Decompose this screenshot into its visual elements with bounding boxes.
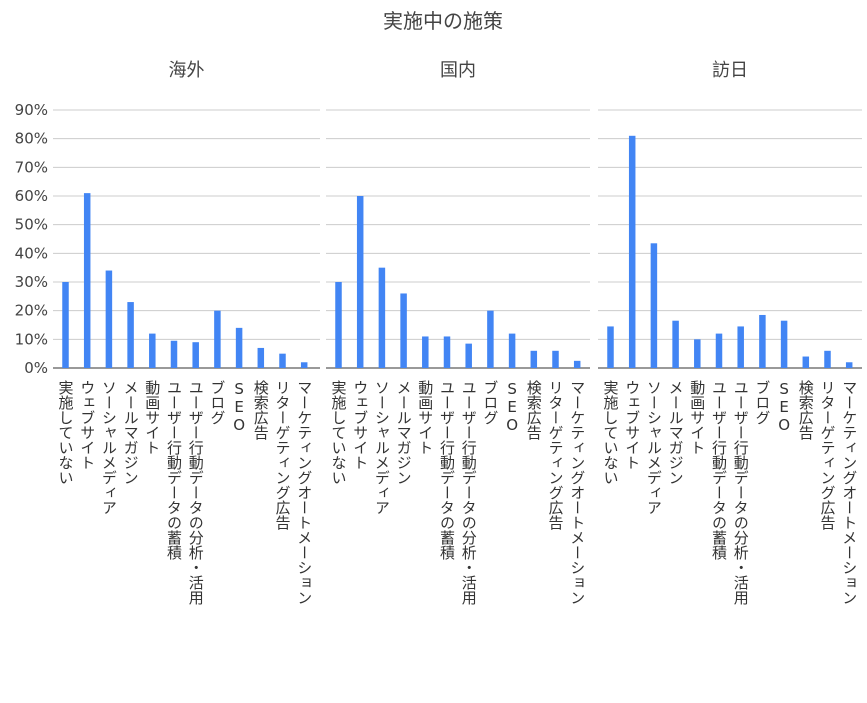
bar (214, 310, 221, 368)
bar (694, 339, 701, 368)
bar (759, 314, 766, 368)
bar (715, 333, 723, 368)
category-label: メールマガジン (667, 380, 685, 485)
category-label: ウェブサイト (623, 380, 641, 470)
bar (845, 362, 853, 368)
bar (824, 350, 831, 368)
category-label: 検索広告 (525, 380, 543, 440)
y-tick-label: 40% (15, 244, 48, 262)
category-label: SEO (230, 380, 248, 434)
chart-title: 実施中の施策 (383, 9, 503, 33)
bar (279, 353, 286, 368)
category-label: ウェブサイト (78, 380, 96, 470)
y-tick-label: 80% (15, 130, 48, 148)
category-label: ソーシャルメディア (645, 380, 663, 515)
category-label: リターゲティング広告 (819, 380, 837, 530)
category-label: SEO (775, 380, 793, 434)
bar (487, 310, 494, 368)
bar (400, 293, 407, 368)
category-label: 動画サイト (688, 380, 706, 455)
bar (422, 336, 429, 368)
category-label: メールマガジン (122, 380, 140, 485)
y-tick-label: 10% (15, 330, 48, 348)
category-label: ユーザー行動データの蓄積 (710, 380, 728, 560)
bar (127, 302, 134, 368)
panel-title: 海外 (169, 60, 205, 81)
bar (62, 282, 69, 368)
bar (105, 270, 113, 368)
bar (192, 342, 199, 368)
panel-title: 国内 (440, 60, 476, 81)
category-label: ユーザー行動データの分析・活用 (187, 380, 205, 606)
category-label: メールマガジン (395, 380, 413, 485)
y-axis: 0% 10% 20% 30% 40% 50% 60% 70% 80% 90% (15, 101, 48, 377)
bar (235, 327, 243, 368)
y-tick-label: 20% (15, 302, 48, 320)
category-label: 実施していない (330, 380, 348, 485)
category-label: SEO (503, 380, 521, 434)
category-label: 検索広告 (797, 380, 815, 440)
bar (335, 282, 342, 368)
category-label: ソーシャルメディア (100, 380, 118, 515)
bar (465, 343, 472, 368)
bar (607, 326, 614, 368)
category-label: マーケティングオートメーション (568, 380, 586, 605)
category-label: マーケティングオートメーション (295, 380, 313, 605)
panel-title: 訪日 (712, 60, 748, 81)
bar (628, 135, 636, 368)
category-label: ソーシャルメディア (373, 380, 391, 515)
category-label: リターゲティング広告 (547, 380, 565, 530)
bar (737, 326, 744, 368)
bar (443, 336, 451, 368)
bar (552, 350, 559, 368)
bar (650, 243, 658, 368)
category-label: リターゲティング広告 (274, 380, 292, 530)
y-tick-label: 30% (15, 273, 48, 291)
category-label: ユーザー行動データの分析・活用 (460, 380, 478, 606)
category-label: 実施していない (57, 380, 75, 485)
y-tick-label: 50% (15, 216, 48, 234)
category-label: ブログ (753, 380, 771, 425)
bar (149, 333, 156, 368)
bar (257, 347, 265, 368)
y-tick-label: 70% (15, 158, 48, 176)
y-tick-label: 60% (15, 187, 48, 205)
bar (300, 362, 308, 368)
bar (378, 267, 386, 368)
bar (83, 193, 91, 368)
bar (780, 320, 788, 368)
bar (356, 196, 364, 368)
category-label: 動画サイト (416, 380, 434, 455)
category-label: 検索広告 (252, 380, 270, 440)
category-label: ウェブサイト (351, 380, 369, 470)
category-label: ブログ (208, 380, 226, 425)
bar (530, 350, 538, 368)
category-label: マーケティングオートメーション (840, 380, 858, 605)
category-label: ユーザー行動データの蓄積 (438, 380, 456, 560)
bar (573, 360, 581, 368)
category-label: ブログ (481, 380, 499, 425)
category-label: ユーザー行動データの蓄積 (165, 380, 183, 560)
bar (802, 356, 810, 368)
y-tick-label: 0% (24, 359, 48, 377)
category-label: 動画サイト (143, 380, 161, 455)
category-label: ユーザー行動データの分析・活用 (732, 380, 750, 606)
bar (170, 340, 178, 368)
bar (672, 320, 679, 368)
category-label: 実施していない (602, 380, 620, 485)
y-tick-label: 90% (15, 101, 48, 119)
bar (508, 333, 516, 368)
